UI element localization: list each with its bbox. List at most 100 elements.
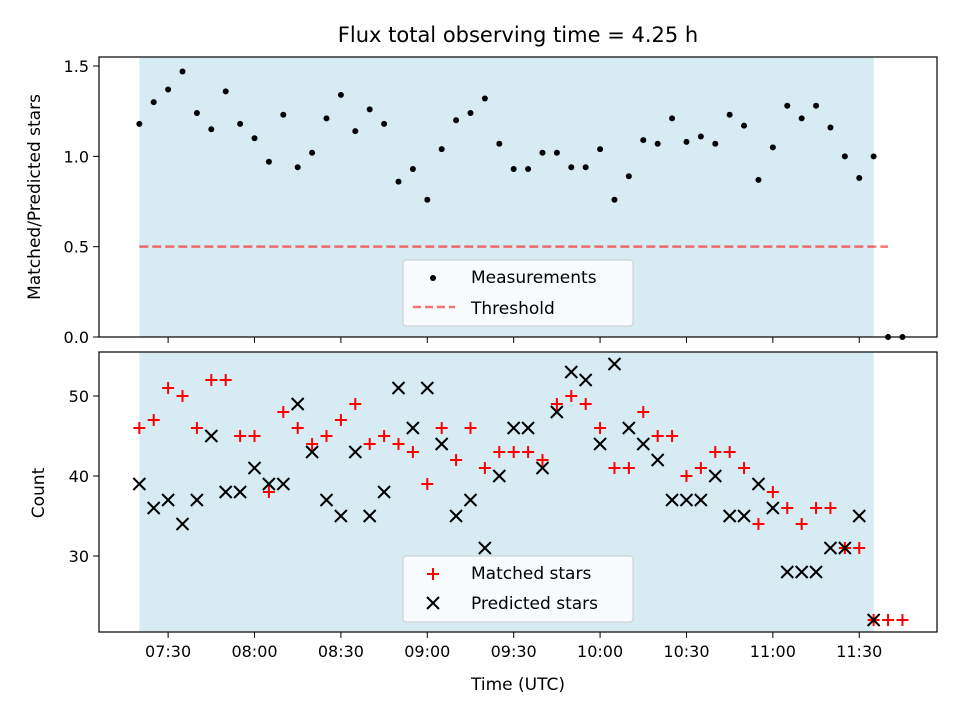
measurement-point [798, 115, 805, 122]
predicted-star-point [147, 501, 161, 515]
predicted-star-point [305, 445, 319, 459]
measurement-point [409, 166, 416, 172]
predicted-star-point [204, 429, 219, 443]
top-y-tick-label: 1.0 [64, 147, 89, 166]
x-tick-label: 10:00 [577, 642, 623, 661]
matched-star-point [406, 446, 419, 458]
legend-label-threshold: Threshold [470, 299, 555, 319]
predicted-star-point [809, 565, 823, 579]
predicted-star-point [852, 509, 866, 523]
measurement-point [856, 175, 863, 182]
top-y-axis-label: Matched/Predicted stars [25, 94, 45, 300]
predicted-star-point [161, 493, 175, 507]
matched-star-point [378, 430, 391, 442]
measurement-point [424, 196, 431, 203]
bottom-legend: Matched stars Predicted stars [402, 555, 634, 623]
measurement-point [784, 102, 791, 109]
top-y-tick-label: 0.0 [64, 328, 89, 347]
predicted-star-point [679, 493, 694, 507]
matched-star-point [651, 430, 664, 442]
predicted-star-point [694, 493, 708, 507]
measurement-point [251, 135, 258, 142]
measurement-point [222, 88, 229, 95]
measurement-point [294, 164, 301, 171]
matched-star-point [493, 446, 506, 458]
legend-label-matched-stars: Matched stars [471, 564, 591, 584]
predicted-star-point [622, 421, 636, 435]
x-tick-label: 08:30 [318, 642, 364, 661]
measurement-point [553, 149, 560, 156]
x-tick-label: 10:30 [663, 642, 709, 661]
matched-star-point [853, 542, 866, 554]
measurement-point [827, 124, 834, 131]
predicted-star-point [247, 461, 262, 475]
top-y-tick-label: 0.5 [64, 238, 89, 257]
measurement-point [395, 178, 402, 185]
predicted-star-point [334, 509, 348, 523]
chart-title: Flux total observing time = 4.25 h [338, 23, 698, 47]
predicted-star-point [175, 517, 190, 531]
predicted-star-point [737, 509, 751, 523]
measurement-point [525, 166, 532, 172]
predicted-star-point [319, 493, 334, 507]
predicted-star-point [665, 493, 679, 507]
measurement-point [165, 86, 172, 93]
bottom-y-axis-label: Count [29, 467, 49, 518]
measurement-point [654, 140, 661, 147]
predicted-star-point [521, 421, 535, 435]
predicted-star-point [766, 501, 780, 515]
matched-star-point [392, 438, 405, 450]
measurement-point [841, 153, 848, 160]
matched-star-point [781, 502, 794, 514]
matched-star-point [594, 422, 607, 434]
measurement-point [208, 126, 215, 133]
bottom-axes-frame [98, 351, 938, 633]
bottom-plot-marks: 30 40 50 07:30 08:00 08:30 09:00 09:30 10:00 10:3… [69, 351, 938, 661]
matched-star-point [450, 454, 463, 466]
matched-star-point [694, 462, 707, 474]
predicted-star-point [362, 509, 377, 523]
matched-star-point [752, 518, 765, 530]
measurement-point [136, 120, 143, 127]
matched-star-point [147, 414, 160, 426]
measurement-point [539, 149, 546, 156]
top-legend-box [402, 259, 634, 327]
measurement-point [481, 95, 488, 102]
measurement-point [467, 110, 474, 116]
matched-star-point [334, 414, 347, 426]
matched-star-point [133, 422, 146, 434]
predicted-star-point [377, 485, 391, 499]
predicted-star-point [463, 493, 478, 507]
bottom-panel: Count Time (UTC) 30 40 50 07:30 08:00 08:30 09… [29, 351, 938, 695]
matched-star-point [637, 406, 650, 418]
measurement-point [179, 68, 186, 75]
predicted-star-point [550, 405, 564, 419]
predicted-star-point [190, 493, 204, 507]
bottom-y-tick-label: 50 [69, 387, 89, 406]
bottom-y-tick-label: 30 [69, 547, 89, 566]
matched-star-point [723, 446, 736, 458]
matched-star-point [666, 430, 679, 442]
predicted-star-point [535, 461, 550, 475]
measurement-point [870, 153, 877, 160]
predicted-star-point [276, 477, 291, 491]
measurement-point [309, 149, 316, 156]
x-tick-label: 11:00 [750, 642, 796, 661]
predicted-star-point [492, 469, 506, 483]
matched-star-point [522, 446, 535, 458]
predicted-star-point [794, 565, 809, 579]
measurement-point [280, 111, 287, 118]
matched-star-point [349, 398, 362, 410]
predicted-star-point [132, 477, 147, 491]
predicted-star-point [751, 477, 766, 491]
matched-star-point [162, 382, 175, 394]
matched-star-point [464, 422, 477, 434]
predicted-star-point [650, 453, 665, 467]
matched-star-point [234, 430, 247, 442]
matched-star-point [896, 614, 909, 626]
predicted-star-point [449, 509, 463, 523]
measurement-point [669, 115, 676, 122]
measurement-point [640, 137, 647, 144]
matched-star-point [550, 398, 563, 410]
